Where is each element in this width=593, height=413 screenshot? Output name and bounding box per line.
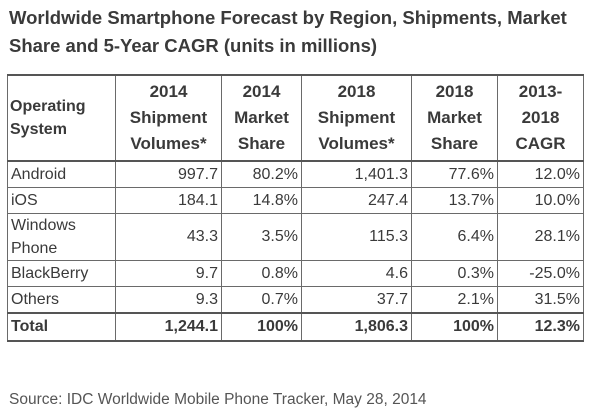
header-2014-shipment-volumes: 2014 Shipment Volumes*	[115, 74, 222, 162]
share-2014-cell: 100%	[221, 312, 302, 342]
header-text: Volumes*	[130, 134, 207, 153]
os-cell: Windows Phone	[7, 213, 116, 261]
share-2014-cell: 14.8%	[221, 187, 302, 214]
header-cagr: 2013- 2018 CAGR	[497, 74, 584, 162]
page-title: Worldwide Smartphone Forecast by Region,…	[9, 4, 587, 60]
share-2018-cell: 6.4%	[411, 213, 498, 261]
header-text: 2018	[435, 82, 474, 101]
header-2018-market-share: 2018 Market Share	[411, 74, 498, 162]
cagr-cell: 10.0%	[497, 187, 584, 214]
os-cell: BlackBerry	[7, 260, 116, 287]
header-text: Operating	[10, 98, 86, 115]
cagr-cell: 12.3%	[497, 312, 584, 342]
header-text: 2018	[521, 108, 560, 127]
header-2018-shipment-volumes: 2018 Shipment Volumes*	[301, 74, 412, 162]
table-header: Operating System 2014 Shipment Volumes* …	[7, 74, 584, 162]
share-2014-cell: 0.8%	[221, 260, 302, 287]
header-text: 2014	[242, 82, 281, 101]
header-text: 2014	[149, 82, 188, 101]
title-line-2: Share and 5-Year CAGR (units in millions…	[9, 35, 378, 56]
header-row: Operating System 2014 Shipment Volumes* …	[7, 74, 584, 162]
source-note: Source: IDC Worldwide Mobile Phone Track…	[9, 391, 427, 408]
shipment-2018-cell: 115.3	[301, 213, 412, 261]
header-text: CAGR	[515, 134, 566, 153]
table-row: iOS 184.1 14.8% 247.4 13.7% 10.0%	[7, 187, 584, 214]
header-text: Market	[234, 108, 289, 127]
header-text: 2018	[337, 82, 376, 101]
shipment-2014-cell: 1,244.1	[115, 312, 222, 342]
share-2014-cell: 80.2%	[221, 160, 302, 188]
header-text: Shipment	[317, 108, 396, 127]
cagr-cell: -25.0%	[497, 260, 584, 287]
header-text: Share	[430, 134, 479, 153]
table-row: Others 9.3 0.7% 37.7 2.1% 31.5%	[7, 286, 584, 314]
share-2018-cell: 13.7%	[411, 187, 498, 214]
share-2018-cell: 0.3%	[411, 260, 498, 287]
total-row: Total 1,244.1 100% 1,806.3 100% 12.3%	[7, 312, 584, 342]
shipment-2014-cell: 997.7	[115, 160, 222, 188]
header-text: 2013-	[518, 82, 563, 101]
cagr-cell: 31.5%	[497, 286, 584, 314]
share-2018-cell: 100%	[411, 312, 498, 342]
os-cell: Android	[7, 160, 116, 188]
header-text: System	[10, 121, 67, 138]
shipment-2018-cell: 247.4	[301, 187, 412, 214]
share-2018-cell: 77.6%	[411, 160, 498, 188]
os-cell: Others	[7, 286, 116, 314]
table-body: Android 997.7 80.2% 1,401.3 77.6% 12.0% …	[7, 160, 584, 342]
table-row: Android 997.7 80.2% 1,401.3 77.6% 12.0%	[7, 160, 584, 188]
shipment-2018-cell: 37.7	[301, 286, 412, 314]
cagr-cell: 12.0%	[497, 160, 584, 188]
header-operating-system: Operating System	[7, 74, 116, 162]
cagr-cell: 28.1%	[497, 213, 584, 261]
shipment-2018-cell: 1,806.3	[301, 312, 412, 342]
header-text: Shipment	[129, 108, 208, 127]
os-cell: Total	[7, 312, 116, 342]
shipment-2014-cell: 43.3	[115, 213, 222, 261]
share-2018-cell: 2.1%	[411, 286, 498, 314]
header-text: Market	[427, 108, 482, 127]
os-name-line: Phone	[11, 240, 58, 257]
share-2014-cell: 0.7%	[221, 286, 302, 314]
shipment-2014-cell: 9.3	[115, 286, 222, 314]
title-line-1: Worldwide Smartphone Forecast by Region,…	[9, 7, 567, 28]
header-text: Volumes*	[318, 134, 395, 153]
os-cell: iOS	[7, 187, 116, 214]
header-2014-market-share: 2014 Market Share	[221, 74, 302, 162]
forecast-table: Operating System 2014 Shipment Volumes* …	[7, 74, 584, 342]
table-row: BlackBerry 9.7 0.8% 4.6 0.3% -25.0%	[7, 260, 584, 287]
shipment-2014-cell: 184.1	[115, 187, 222, 214]
os-name-line: Windows	[11, 217, 76, 234]
table-row: Windows Phone 43.3 3.5% 115.3 6.4% 28.1%	[7, 213, 584, 261]
header-text: Share	[237, 134, 286, 153]
shipment-2018-cell: 1,401.3	[301, 160, 412, 188]
shipment-2014-cell: 9.7	[115, 260, 222, 287]
share-2014-cell: 3.5%	[221, 213, 302, 261]
shipment-2018-cell: 4.6	[301, 260, 412, 287]
